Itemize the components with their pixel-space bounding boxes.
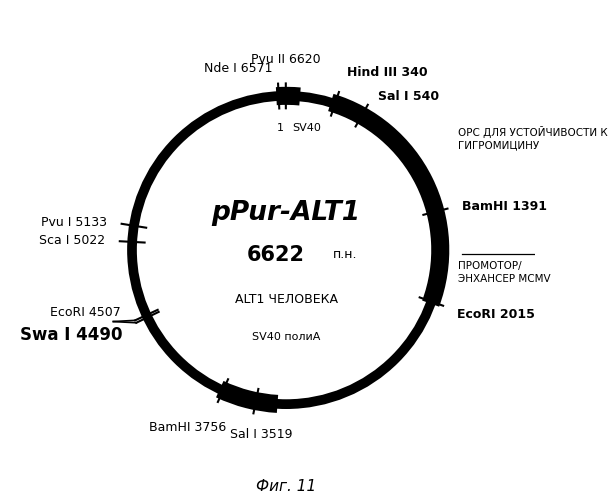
Polygon shape: [245, 394, 257, 403]
Text: Hind III 340: Hind III 340: [347, 66, 428, 79]
Polygon shape: [429, 297, 437, 309]
Text: ALT1 ЧЕЛОВЕКА: ALT1 ЧЕЛОВЕКА: [235, 293, 338, 306]
Polygon shape: [294, 92, 306, 100]
Polygon shape: [430, 206, 439, 218]
Text: 6622: 6622: [247, 245, 305, 265]
Text: SV40 полиА: SV40 полиА: [252, 332, 320, 342]
Text: ПРОМОТОР/
ЭНХАНСЕР MCMV: ПРОМОТОР/ ЭНХАНСЕР MCMV: [458, 261, 550, 284]
Text: BamHI 1391: BamHI 1391: [462, 200, 547, 212]
Text: BamHI 3756: BamHI 3756: [149, 421, 227, 434]
Text: EcoRI 2015: EcoRI 2015: [458, 308, 535, 320]
Text: Sal I 540: Sal I 540: [378, 90, 439, 102]
Text: pPur-ALT1: pPur-ALT1: [211, 200, 361, 226]
Text: Sal I 3519: Sal I 3519: [230, 428, 293, 441]
Text: EcoRI 4507: EcoRI 4507: [51, 306, 121, 318]
Text: Pvu II 6620: Pvu II 6620: [251, 53, 320, 66]
Text: SV40: SV40: [292, 123, 321, 133]
Polygon shape: [271, 399, 282, 408]
Text: 1: 1: [277, 123, 284, 133]
Text: Sca I 5022: Sca I 5022: [39, 234, 105, 247]
Text: п.н.: п.н.: [333, 248, 358, 262]
Text: Pvu I 5133: Pvu I 5133: [41, 216, 107, 228]
Polygon shape: [331, 99, 343, 107]
Text: Фиг. 11: Фиг. 11: [256, 478, 316, 494]
Text: Swa I 4490: Swa I 4490: [20, 326, 123, 344]
Text: ОРС ДЛЯ УСТОЙЧИВОСТИ К
ГИГРОМИЦИНУ: ОРС ДЛЯ УСТОЙЧИВОСТИ К ГИГРОМИЦИНУ: [458, 126, 607, 150]
Text: Nde I 6571: Nde I 6571: [204, 62, 273, 75]
